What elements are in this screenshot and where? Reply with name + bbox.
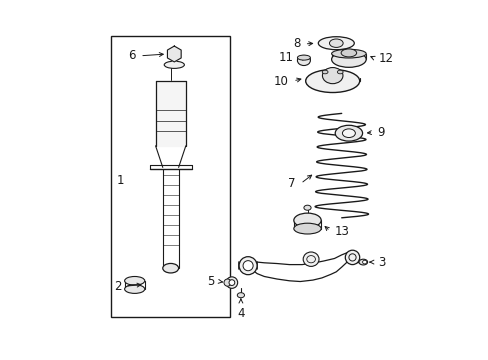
- Ellipse shape: [322, 70, 327, 74]
- Ellipse shape: [305, 69, 359, 93]
- Ellipse shape: [345, 250, 359, 265]
- Text: 11: 11: [278, 51, 293, 64]
- Ellipse shape: [331, 51, 366, 67]
- Ellipse shape: [164, 61, 184, 68]
- Ellipse shape: [322, 68, 342, 84]
- Polygon shape: [167, 46, 181, 62]
- Ellipse shape: [329, 39, 343, 48]
- Polygon shape: [155, 81, 185, 146]
- Text: 1: 1: [117, 174, 124, 186]
- Ellipse shape: [237, 293, 244, 298]
- Ellipse shape: [243, 261, 253, 271]
- Ellipse shape: [342, 129, 355, 138]
- Ellipse shape: [297, 55, 310, 66]
- Ellipse shape: [341, 49, 356, 57]
- Text: 9: 9: [377, 126, 385, 139]
- Ellipse shape: [239, 257, 257, 275]
- Ellipse shape: [358, 259, 367, 265]
- Ellipse shape: [335, 125, 362, 141]
- Ellipse shape: [225, 277, 237, 288]
- Bar: [111, 36, 230, 317]
- Ellipse shape: [331, 49, 366, 58]
- Ellipse shape: [124, 276, 144, 285]
- Ellipse shape: [163, 264, 178, 273]
- Text: 10: 10: [273, 75, 288, 87]
- Ellipse shape: [293, 223, 321, 234]
- Text: 4: 4: [237, 307, 244, 320]
- Ellipse shape: [224, 279, 231, 286]
- Ellipse shape: [303, 205, 310, 210]
- Text: 13: 13: [334, 225, 348, 238]
- Ellipse shape: [297, 55, 310, 60]
- Text: 6: 6: [128, 49, 136, 62]
- Text: 3: 3: [377, 256, 384, 269]
- Text: 12: 12: [378, 52, 393, 65]
- Ellipse shape: [303, 252, 318, 266]
- Ellipse shape: [337, 70, 343, 74]
- Ellipse shape: [318, 37, 354, 50]
- Ellipse shape: [124, 285, 144, 293]
- Ellipse shape: [228, 280, 234, 285]
- Text: 5: 5: [207, 275, 215, 288]
- Ellipse shape: [362, 260, 366, 264]
- Ellipse shape: [293, 213, 321, 228]
- Text: 7: 7: [288, 177, 295, 190]
- Text: 2: 2: [114, 280, 121, 293]
- Text: 8: 8: [292, 37, 300, 50]
